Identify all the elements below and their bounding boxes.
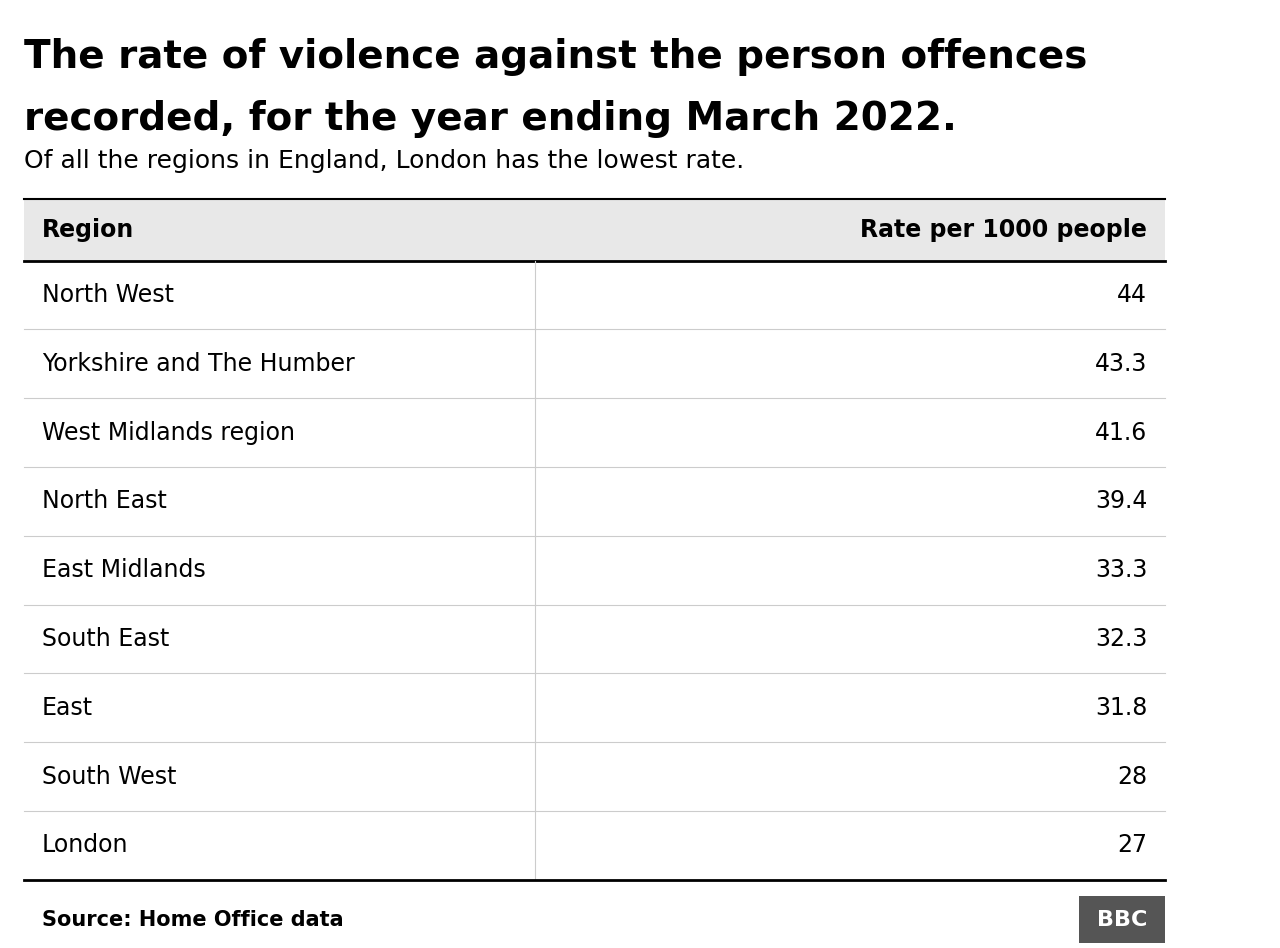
Text: 33.3: 33.3 [1094, 558, 1147, 582]
Bar [24, 199, 1165, 261]
Text: London: London [42, 833, 128, 857]
Text: 44: 44 [1117, 283, 1147, 307]
Text: East: East [42, 696, 92, 720]
Text: 32.3: 32.3 [1094, 627, 1147, 651]
Text: North West: North West [42, 283, 174, 307]
Text: 41.6: 41.6 [1094, 421, 1147, 445]
Text: recorded, for the year ending March 2022.: recorded, for the year ending March 2022… [24, 100, 956, 137]
Text: Source: Home Office data: Source: Home Office data [42, 909, 343, 930]
Text: South East: South East [42, 627, 169, 651]
Text: The rate of violence against the person offences: The rate of violence against the person … [24, 38, 1087, 76]
Text: 27: 27 [1117, 833, 1147, 857]
Text: East Midlands: East Midlands [42, 558, 205, 582]
Text: Of all the regions in England, London has the lowest rate.: Of all the regions in England, London ha… [24, 149, 744, 173]
Text: Rate per 1000 people: Rate per 1000 people [860, 218, 1147, 242]
Bar [1079, 896, 1165, 943]
Text: South West: South West [42, 765, 177, 789]
Text: North East: North East [42, 489, 166, 514]
Text: 39.4: 39.4 [1094, 489, 1147, 514]
Text: West Midlands region: West Midlands region [42, 421, 294, 445]
Text: Yorkshire and The Humber: Yorkshire and The Humber [42, 352, 355, 375]
Text: Region: Region [42, 218, 134, 242]
Text: BBC: BBC [1097, 909, 1147, 930]
Text: 31.8: 31.8 [1094, 696, 1147, 720]
Text: 43.3: 43.3 [1094, 352, 1147, 375]
Text: 28: 28 [1117, 765, 1147, 789]
